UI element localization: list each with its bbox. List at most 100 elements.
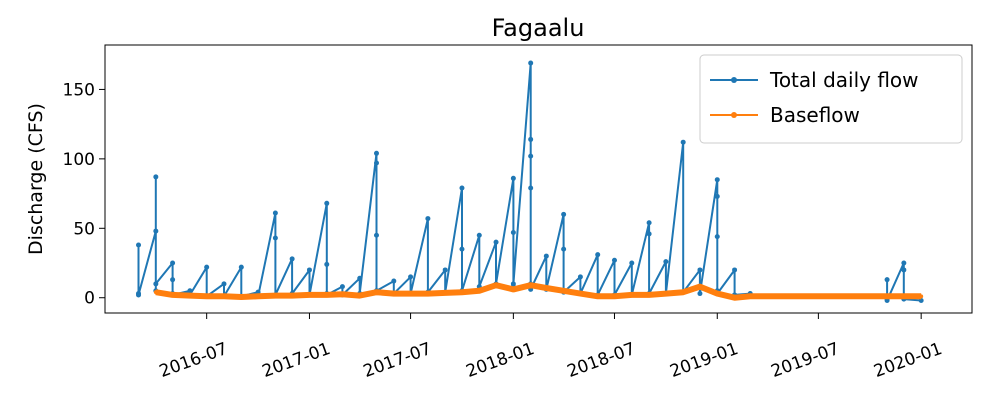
data-point: [901, 267, 907, 273]
data-point: [528, 153, 534, 159]
data-point: [357, 293, 362, 298]
data-point: [459, 290, 464, 295]
data-point: [663, 259, 669, 265]
data-point: [221, 281, 227, 287]
data-point: [510, 281, 516, 287]
data-point: [748, 294, 753, 299]
y-tick-label: 50: [73, 219, 95, 239]
data-point: [442, 267, 448, 273]
data-point: [697, 291, 703, 297]
data-point: [373, 160, 379, 166]
data-point: [714, 234, 720, 240]
plot-frame: [104, 44, 973, 314]
data-point: [221, 294, 226, 299]
data-point: [544, 286, 549, 291]
data-point: [373, 150, 379, 156]
data-point: [136, 292, 142, 298]
data-point: [646, 231, 652, 237]
data-point: [391, 278, 397, 284]
data-point: [577, 274, 583, 280]
data-point: [884, 277, 890, 283]
x-tick-label: 2017-01: [260, 339, 334, 382]
data-point: [561, 288, 566, 293]
data-point: [204, 294, 209, 299]
data-point: [612, 294, 617, 299]
legend-box: [699, 54, 963, 144]
x-tick-label: 2018-01: [463, 339, 537, 382]
data-point: [425, 216, 431, 222]
data-point: [561, 211, 567, 217]
data-point: [578, 291, 583, 296]
data-point: [459, 246, 465, 252]
data-point: [885, 294, 890, 299]
data-point: [476, 232, 482, 238]
y-tick-label: 150: [63, 80, 95, 100]
data-point: [339, 284, 345, 290]
data-point: [528, 136, 534, 142]
data-point: [680, 139, 686, 145]
data-point: [901, 260, 907, 266]
y-tick-label: 0: [84, 289, 95, 309]
data-point: [373, 232, 379, 238]
data-point: [629, 292, 634, 297]
data-point: [477, 288, 482, 293]
data-point: [289, 256, 295, 262]
data-point: [647, 292, 652, 297]
data-point: [153, 290, 158, 295]
data-point: [528, 185, 534, 191]
data-point: [510, 229, 516, 235]
data-point: [374, 290, 379, 295]
data-point: [425, 291, 430, 296]
chart-title: Fagaalu: [492, 14, 585, 42]
legend-label: Total daily flow: [769, 68, 919, 92]
legend-marker: [731, 77, 737, 83]
x-tick-label: 2019-01: [667, 339, 741, 382]
data-point: [697, 284, 702, 289]
data-point: [494, 283, 499, 288]
data-point: [511, 287, 516, 292]
data-point: [528, 60, 534, 66]
data-point: [324, 200, 330, 206]
data-point: [646, 220, 652, 226]
data-point: [459, 185, 465, 191]
data-point: [528, 283, 533, 288]
series-line: [155, 282, 922, 301]
data-point: [204, 264, 210, 270]
data-point: [408, 274, 414, 280]
data-point: [732, 295, 737, 300]
data-point: [595, 294, 600, 299]
data-point: [187, 293, 192, 298]
data-point: [306, 267, 312, 273]
data-point: [681, 290, 686, 295]
data-point: [324, 292, 329, 297]
data-point: [697, 267, 703, 273]
data-point: [290, 293, 295, 298]
data-point: [153, 174, 159, 180]
data-point: [239, 295, 244, 300]
data-point: [493, 239, 499, 245]
data-point: [273, 293, 278, 298]
y-tick-label: 100: [63, 150, 95, 170]
data-point: [715, 291, 720, 296]
legend-label: Baseflow: [770, 103, 860, 127]
x-tick-label: 2016-07: [157, 339, 231, 382]
data-point: [714, 193, 720, 199]
y-axis-label: Discharge (CFS): [25, 103, 47, 255]
data-point: [170, 277, 176, 283]
data-point: [340, 292, 345, 297]
data-point: [443, 290, 448, 295]
data-point: [272, 235, 278, 241]
data-point: [391, 291, 396, 296]
data-point: [238, 264, 244, 270]
data-point: [732, 267, 738, 273]
data-point: [629, 260, 635, 266]
data-point: [170, 292, 175, 297]
data-point: [307, 292, 312, 297]
data-point: [153, 228, 159, 234]
data-point: [357, 275, 363, 281]
data-point: [408, 291, 413, 296]
data-point: [272, 210, 278, 216]
data-point: [561, 246, 567, 252]
data-point: [153, 281, 159, 287]
